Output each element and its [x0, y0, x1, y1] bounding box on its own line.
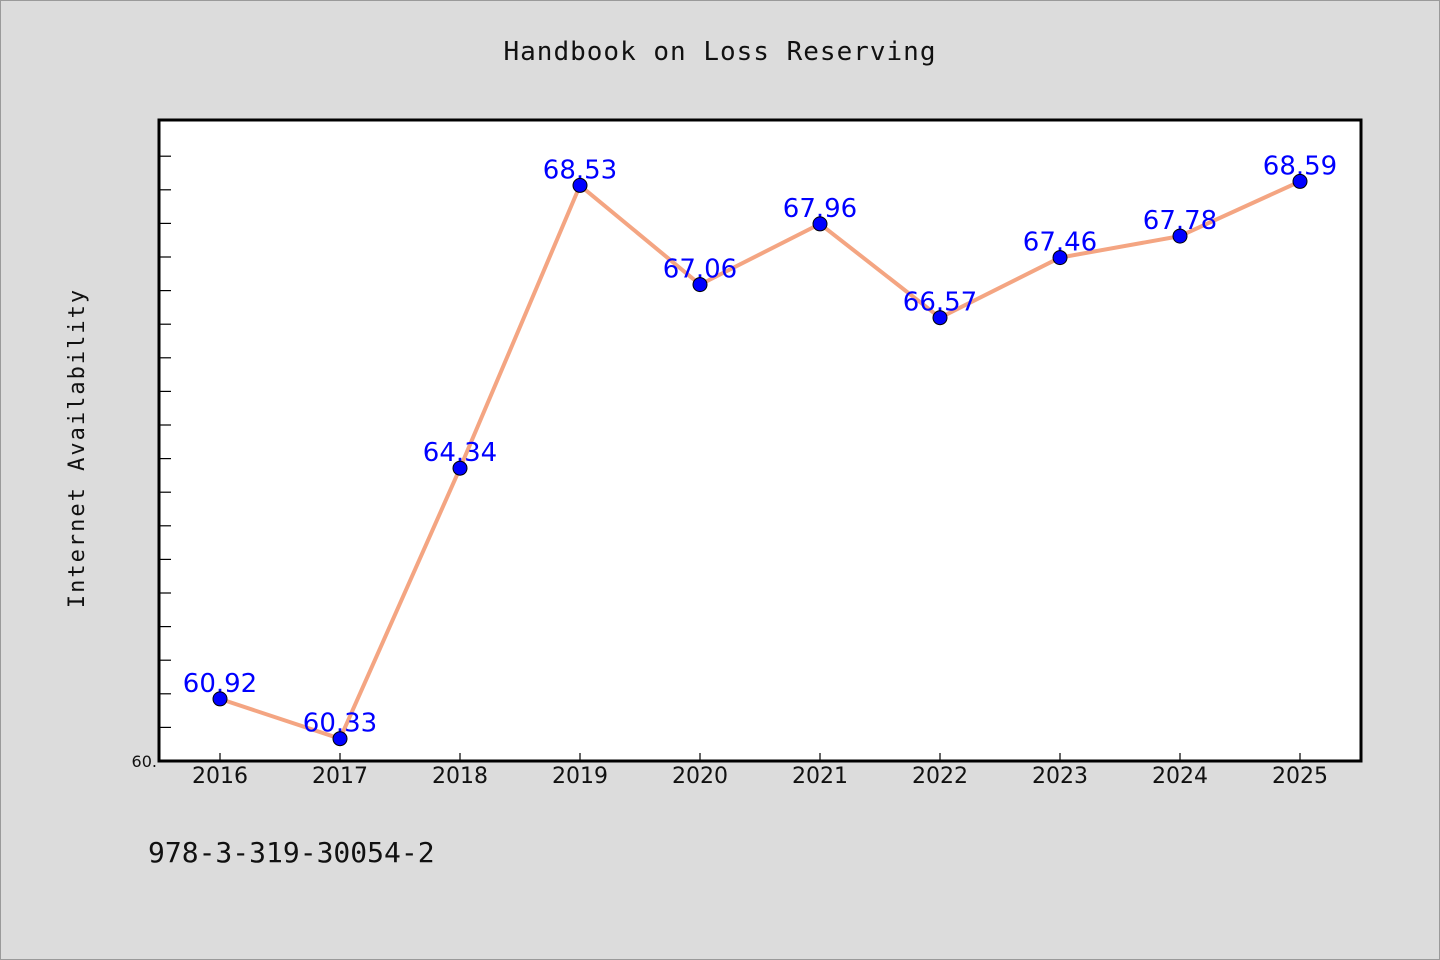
chart-title: Handbook on Loss Reserving — [504, 37, 937, 67]
series-layer: 60.9260.3364.3468.5367.0667.9666.5767.46… — [183, 151, 1337, 747]
x-tick-label: 2018 — [432, 764, 488, 789]
data-point — [1052, 250, 1068, 266]
y-tick-label: 60. — [132, 752, 157, 771]
y-axis-label: Internet Availability — [65, 288, 90, 608]
data-point — [332, 731, 348, 747]
data-point — [1172, 228, 1188, 244]
x-tick-label: 2016 — [192, 764, 248, 789]
x-tick-label: 2022 — [912, 764, 968, 789]
data-point — [812, 216, 828, 232]
x-tick-label: 2017 — [312, 764, 368, 789]
x-tick-label: 2019 — [552, 764, 608, 789]
data-point — [572, 177, 588, 193]
x-tick-label: 2025 — [1272, 764, 1328, 789]
y-axis-ticks — [159, 155, 171, 729]
isbn-text: 978-3-319-30054-2 — [148, 836, 435, 869]
x-tick-label: 2024 — [1152, 764, 1208, 789]
x-tick-label: 2023 — [1032, 764, 1088, 789]
data-point — [692, 277, 708, 293]
x-tick-label: 2021 — [792, 764, 848, 789]
data-point — [212, 691, 228, 707]
x-tick-label: 2020 — [672, 764, 728, 789]
plot-area — [157, 118, 1363, 763]
data-point — [1292, 173, 1308, 189]
data-point — [452, 460, 468, 476]
series-line — [219, 179, 1301, 741]
data-point — [932, 310, 948, 326]
x-axis-ticks: 2016 2017 2018 2019 2020 2021 2022 2023 2024 2025 — [192, 753, 1328, 789]
